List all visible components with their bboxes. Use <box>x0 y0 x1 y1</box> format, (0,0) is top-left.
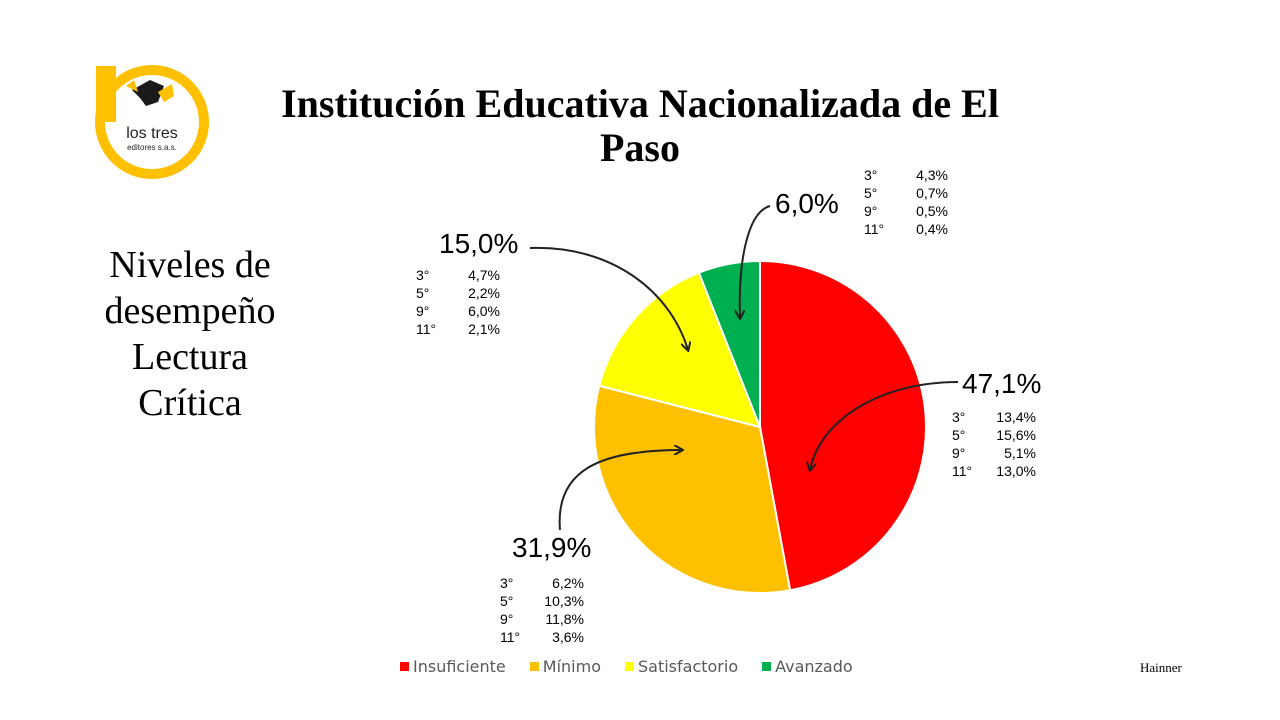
breakdown-insuficiente: 3° 13,4% 5° 15,6% 9° 5,1% 11° 13,0% <box>952 408 1036 480</box>
breakdown-value: 0,5% <box>916 203 948 219</box>
breakdown-grade: 9° <box>952 445 966 461</box>
legend-label: Insuficiente <box>413 656 506 676</box>
breakdown-row: 5° 0,7% <box>864 184 948 202</box>
breakdown-grade: 5° <box>416 285 430 301</box>
chart-legend: Insuficiente Mínimo Satisfactorio Avanza… <box>400 654 900 678</box>
breakdown-row: 5° 2,2% <box>416 284 500 302</box>
arrow-minimo <box>558 450 682 531</box>
breakdown-row: 3° 4,3% <box>864 166 948 184</box>
chart-subtitle: Niveles de desempeño Lectura Crítica <box>60 242 320 426</box>
breakdown-satisfactorio: 3° 4,7% 5° 2,2% 9° 6,0% 11° 2,1% <box>416 266 500 338</box>
breakdown-value: 13,0% <box>996 463 1036 479</box>
data-label-minimo: 31,9% <box>512 532 591 563</box>
breakdown-grade: 11° <box>500 629 521 645</box>
breakdown-row: 9° 6,0% <box>416 302 500 320</box>
breakdown-minimo: 3° 6,2% 5° 10,3% 9° 11,8% 11° 3,6% <box>500 574 584 646</box>
logo-text-sub: editores s.a.s. <box>127 143 177 152</box>
subtitle-line: desempeño <box>104 290 276 332</box>
breakdown-row: 3° 13,4% <box>952 408 1036 426</box>
legend-label: Satisfactorio <box>637 656 739 676</box>
legend-label: Mínimo <box>542 656 601 676</box>
author-credit: Hainner <box>1140 660 1182 675</box>
breakdown-row: 11° 13,0% <box>952 462 1036 480</box>
breakdown-grade: 5° <box>952 427 966 443</box>
breakdown-value: 5,1% <box>1004 445 1036 461</box>
breakdown-grade: 3° <box>952 409 966 425</box>
breakdown-grade: 11° <box>416 321 437 337</box>
breakdown-value: 11,8% <box>545 611 584 627</box>
data-label-avanzado: 6,0% <box>775 188 839 219</box>
breakdown-row: 5° 15,6% <box>952 426 1036 444</box>
breakdown-row: 5° 10,3% <box>500 592 584 610</box>
breakdown-grade: 3° <box>416 267 430 283</box>
breakdown-row: 9° 5,1% <box>952 444 1036 462</box>
breakdown-value: 6,0% <box>468 303 500 319</box>
breakdown-grade: 3° <box>500 575 514 591</box>
breakdown-value: 3,6% <box>552 629 584 645</box>
breakdown-value: 0,4% <box>916 221 948 237</box>
breakdown-value: 15,6% <box>996 427 1036 443</box>
breakdown-grade: 5° <box>864 185 878 201</box>
subtitle-line: Niveles de <box>109 244 271 286</box>
logo-figure-icon <box>132 80 164 106</box>
breakdown-row: 9° 11,8% <box>500 610 584 628</box>
breakdown-grade: 9° <box>864 203 878 219</box>
pie-slice-satisfactorio <box>598 271 762 429</box>
legend-item-avanzado: Avanzado <box>762 657 853 676</box>
legend-item-minimo: Mínimo <box>529 656 601 676</box>
pie-slice-insuficiente <box>759 259 927 592</box>
breakdown-value: 0,7% <box>916 185 948 201</box>
data-label-insuficiente: 47,1% <box>962 368 1041 399</box>
breakdown-grade: 5° <box>500 593 514 609</box>
legend-item-satisfactorio: Satisfactorio <box>624 656 739 676</box>
breakdown-row: 3° 6,2% <box>500 574 584 592</box>
legend-swatch <box>624 661 634 671</box>
subtitle-line: Crítica <box>138 382 242 424</box>
breakdown-grade: 11° <box>864 221 885 237</box>
subtitle-line: Lectura <box>131 336 249 378</box>
breakdown-row: 9° 0,5% <box>864 202 948 220</box>
legend-label: Avanzado <box>775 656 853 676</box>
logo: los tres editores s.a.s. <box>95 65 209 179</box>
page-title: Institución Educativa Nacionalizada de E… <box>281 81 999 170</box>
breakdown-grade: 9° <box>416 303 430 319</box>
breakdown-avanzado: 3° 4,3% 5° 0,7% 9° 0,5% 11° 0,4% <box>864 166 948 238</box>
breakdown-grade: 11° <box>952 463 973 479</box>
breakdown-row: 3° 4,7% <box>416 266 500 284</box>
data-label-satisfactorio: 15,0% <box>439 228 518 259</box>
pie-slice-minimo <box>593 384 792 594</box>
breakdown-value: 4,3% <box>916 167 948 183</box>
breakdown-grade: 3° <box>864 167 878 183</box>
legend-item-insuficiente: Insuficiente <box>400 657 506 676</box>
breakdown-grade: 9° <box>500 611 514 627</box>
breakdown-value: 4,7% <box>468 267 500 283</box>
breakdown-row: 11° 0,4% <box>864 220 948 238</box>
pie-slice-avanzado <box>697 259 761 428</box>
legend-swatch <box>400 661 409 671</box>
arrow-avanzado <box>740 205 771 318</box>
breakdown-value: 6,2% <box>552 575 584 591</box>
legend-swatch <box>762 661 772 671</box>
arrow-insuficiente <box>810 381 959 470</box>
logo-text-main: los tres <box>126 125 178 142</box>
breakdown-value: 2,2% <box>468 285 500 301</box>
breakdown-value: 13,4% <box>996 409 1036 425</box>
breakdown-row: 11° 2,1% <box>416 320 500 338</box>
legend-swatch <box>529 661 539 671</box>
arrow-satisfactorio <box>529 246 688 350</box>
breakdown-value: 2,1% <box>468 321 500 337</box>
breakdown-row: 11° 3,6% <box>500 628 584 646</box>
breakdown-value: 10,3% <box>544 593 584 609</box>
